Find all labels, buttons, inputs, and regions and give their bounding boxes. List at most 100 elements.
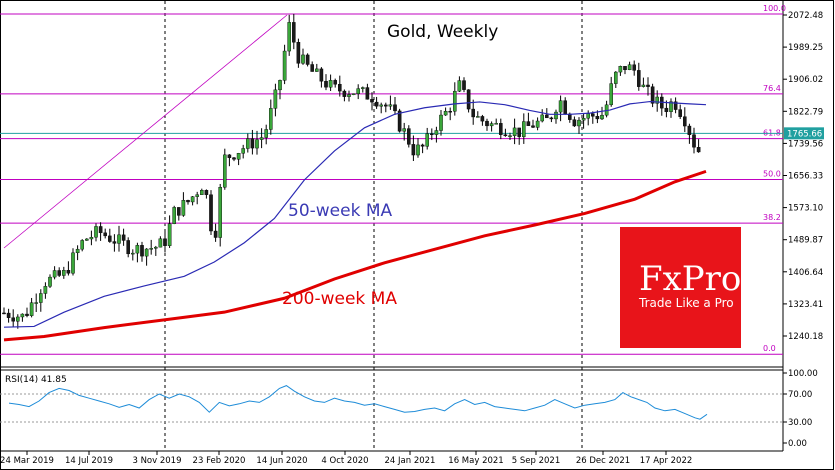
candle (71, 248, 75, 276)
candle (107, 228, 112, 243)
candle (6, 308, 11, 323)
candle (554, 109, 558, 124)
candle (130, 249, 135, 261)
y-tick-label: 1739.56 (788, 139, 823, 149)
candle (365, 83, 370, 100)
chart-title: Gold, Weekly (387, 22, 498, 42)
x-tick-label: 3 Nov 2019 (132, 456, 181, 466)
x-tick-label: 23 Feb 2020 (193, 456, 246, 466)
candle (319, 67, 324, 88)
candle (664, 100, 669, 118)
candle (25, 307, 29, 318)
candle (393, 96, 397, 115)
candle (535, 117, 540, 131)
candle (462, 77, 466, 93)
logo-tagline: Trade Like a Pro (638, 296, 734, 310)
candle (494, 118, 499, 125)
candle (356, 84, 361, 100)
candle (342, 89, 347, 102)
candle (361, 86, 365, 93)
candle (338, 75, 342, 97)
candle (195, 191, 200, 205)
candle (232, 157, 236, 162)
candle (678, 104, 682, 119)
candle (241, 144, 246, 159)
candle (655, 90, 659, 112)
candle (457, 76, 462, 93)
candle (687, 123, 692, 144)
x-tick-label: 5 Sep 2021 (512, 456, 560, 466)
candle (443, 107, 448, 116)
current-price-tag: 1765.66 (784, 127, 824, 140)
time-axis: 24 Mar 2019 14 Jul 2019 3 Nov 2019 23 Feb 2… (0, 451, 692, 466)
candle (692, 127, 696, 154)
candle (623, 66, 627, 75)
candle (264, 124, 269, 145)
ma50-label: 50-week MA (288, 201, 393, 221)
candle (328, 74, 333, 91)
candle (522, 113, 526, 144)
candle (94, 223, 98, 242)
candle (453, 82, 457, 116)
candle (315, 63, 319, 72)
fib-label: 76.4 (763, 84, 781, 93)
candle (448, 107, 453, 121)
y-tick-label: 1489.87 (788, 236, 823, 246)
fxpro-logo: FxPro Trade Like a Pro (620, 227, 741, 348)
current-price-value: 1765.66 (787, 129, 822, 139)
candle (558, 95, 563, 122)
candle (384, 102, 388, 113)
candle (89, 230, 94, 246)
y-tick-label: 1240.18 (788, 332, 823, 342)
candle (420, 143, 425, 154)
candle (62, 266, 66, 279)
candle (545, 108, 549, 119)
candle (227, 154, 232, 167)
candle (388, 95, 393, 110)
candle (370, 92, 374, 111)
candle (75, 245, 80, 261)
x-tick-label: 16 May 2021 (448, 456, 503, 466)
candle (618, 65, 623, 76)
candle (305, 53, 310, 67)
y-tick-label: 1573.10 (788, 204, 823, 214)
candle (255, 130, 259, 155)
candle (158, 236, 163, 248)
candle (549, 116, 554, 123)
candle (683, 107, 687, 133)
candle (84, 238, 89, 241)
rsi-line (8, 385, 708, 420)
candle (416, 138, 420, 158)
candle (696, 139, 701, 153)
candle (112, 234, 117, 252)
candle (218, 183, 223, 247)
candle (512, 118, 517, 145)
candle (98, 222, 103, 241)
x-tick-label: 14 Jun 2020 (256, 456, 307, 466)
candle (282, 44, 287, 85)
fib-label: 100.0 (763, 4, 786, 13)
candle (439, 109, 443, 136)
ma200-label: 200-week MA (282, 289, 397, 309)
candle (669, 98, 673, 118)
candle (259, 128, 264, 149)
candle (499, 118, 503, 140)
candle (57, 267, 61, 277)
candle (278, 79, 282, 100)
candle (374, 96, 379, 109)
candle (292, 13, 296, 50)
rsi-tick-label: 30.00 (788, 418, 812, 428)
candle (526, 112, 531, 126)
candle (379, 102, 384, 114)
candle (39, 289, 43, 312)
candle (149, 239, 154, 255)
y-tick-label: 1822.79 (788, 107, 823, 117)
candle (347, 90, 351, 102)
trend-line (3, 14, 288, 249)
candle (609, 76, 613, 107)
candle (627, 61, 632, 71)
candle (140, 241, 144, 262)
candle (485, 118, 489, 131)
candle (650, 83, 655, 108)
candle (20, 313, 25, 322)
